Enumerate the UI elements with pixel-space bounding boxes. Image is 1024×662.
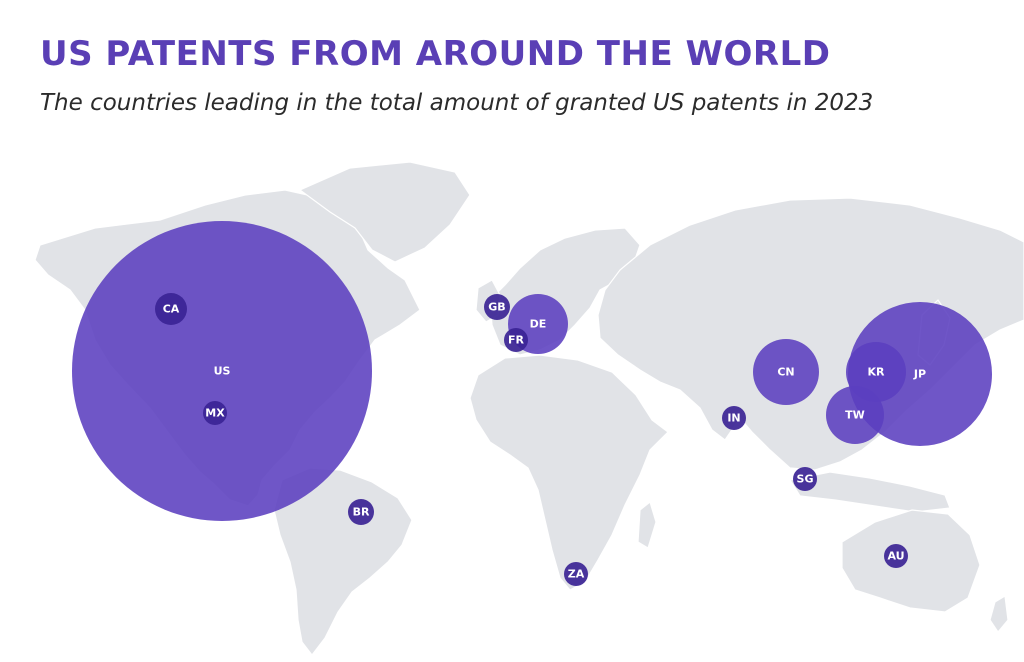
bubble-label-kr: KR [868, 366, 886, 379]
landmass-south-america [273, 467, 413, 656]
map-subtitle: The countries leading in the total amoun… [40, 90, 874, 116]
bubble-fr [504, 328, 528, 352]
patent-bubbles: US CA MX BR GB DE FR ZA IN CN KR JP TW SG AU [72, 221, 992, 586]
bubble-label-tw: TW [845, 409, 865, 422]
bubble-mx [203, 401, 227, 425]
landmass-southeast-asia-islands [789, 471, 951, 513]
bubble-au [884, 544, 908, 568]
bubble-in [722, 406, 746, 430]
bubble-label-fr: FR [508, 334, 525, 347]
landmass-asia [597, 197, 1024, 471]
landmass-new-zealand [989, 595, 1009, 634]
bubble-label-br: BR [353, 506, 370, 519]
world-map: US CA MX BR GB DE FR ZA IN CN KR JP TW SG AU [34, 161, 1024, 656]
bubble-label-jp: JP [913, 368, 926, 381]
bubble-za [564, 562, 588, 586]
bubble-ca [155, 293, 187, 325]
bubble-tw [826, 386, 884, 444]
landmass-greenland [298, 161, 471, 263]
bubble-label-za: ZA [568, 568, 585, 581]
map-title: US PATENTS FROM AROUND THE WORLD [40, 34, 831, 74]
bubble-label-cn: CN [777, 366, 794, 379]
bubble-us [72, 221, 372, 521]
bubble-label-de: DE [530, 318, 547, 331]
bubble-label-sg: SG [797, 473, 814, 486]
bubble-cn [753, 339, 819, 405]
bubble-sg [793, 467, 817, 491]
bubble-label-us: US [214, 365, 231, 378]
bubble-label-ca: CA [163, 303, 180, 316]
landmass-australia [841, 509, 981, 613]
bubble-label-in: IN [727, 412, 740, 425]
bubble-gb [484, 294, 510, 320]
bubble-label-au: AU [887, 550, 904, 563]
landmass-africa [469, 354, 669, 591]
landmass-madagascar [637, 500, 657, 549]
bubble-label-gb: GB [488, 301, 505, 314]
bubble-label-mx: MX [205, 407, 225, 420]
bubble-jp [848, 302, 992, 446]
bubble-br [348, 499, 374, 525]
